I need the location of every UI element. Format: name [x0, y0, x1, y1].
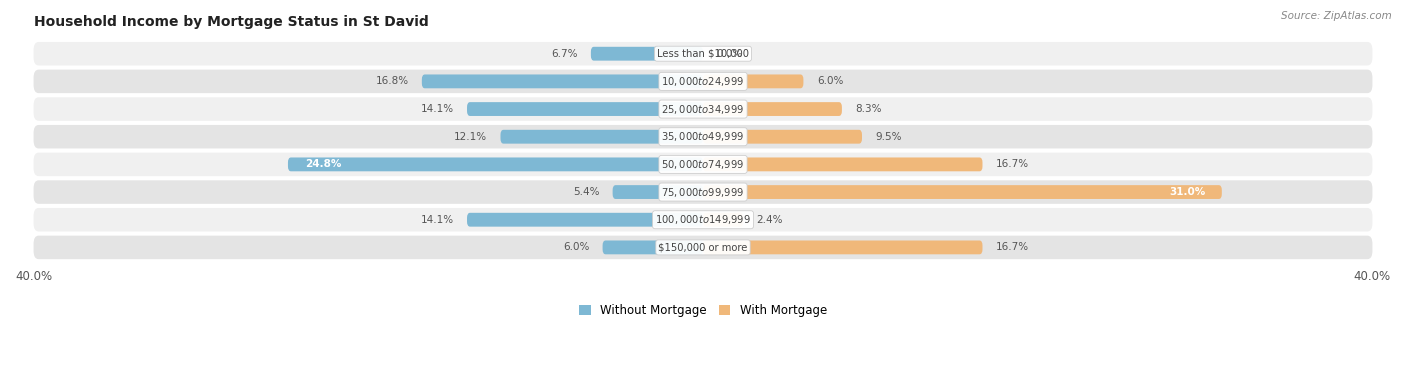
Text: $35,000 to $49,999: $35,000 to $49,999 [661, 130, 745, 143]
FancyBboxPatch shape [34, 180, 1372, 204]
Text: 12.1%: 12.1% [454, 132, 486, 142]
Text: 31.0%: 31.0% [1168, 187, 1205, 197]
Text: 16.7%: 16.7% [995, 159, 1029, 169]
FancyBboxPatch shape [703, 213, 744, 227]
Text: $150,000 or more: $150,000 or more [658, 242, 748, 252]
FancyBboxPatch shape [613, 185, 703, 199]
Text: $25,000 to $34,999: $25,000 to $34,999 [661, 103, 745, 116]
Text: 2.4%: 2.4% [756, 215, 783, 225]
Text: Less than $10,000: Less than $10,000 [657, 49, 749, 59]
FancyBboxPatch shape [34, 97, 1372, 121]
FancyBboxPatch shape [34, 153, 1372, 176]
Text: 16.7%: 16.7% [995, 242, 1029, 252]
FancyBboxPatch shape [703, 130, 862, 144]
FancyBboxPatch shape [703, 75, 803, 88]
FancyBboxPatch shape [703, 158, 983, 171]
Text: 6.0%: 6.0% [562, 242, 589, 252]
Text: 0.0%: 0.0% [717, 49, 742, 59]
Text: $10,000 to $24,999: $10,000 to $24,999 [661, 75, 745, 88]
FancyBboxPatch shape [703, 241, 983, 254]
FancyBboxPatch shape [34, 236, 1372, 259]
Text: $75,000 to $99,999: $75,000 to $99,999 [661, 185, 745, 199]
FancyBboxPatch shape [703, 185, 1222, 199]
FancyBboxPatch shape [603, 241, 703, 254]
FancyBboxPatch shape [501, 130, 703, 144]
Text: 14.1%: 14.1% [420, 215, 454, 225]
FancyBboxPatch shape [34, 208, 1372, 231]
Text: $100,000 to $149,999: $100,000 to $149,999 [655, 213, 751, 226]
FancyBboxPatch shape [591, 47, 703, 61]
Text: 16.8%: 16.8% [375, 77, 409, 86]
Text: 9.5%: 9.5% [876, 132, 901, 142]
Text: 24.8%: 24.8% [305, 159, 342, 169]
Text: 5.4%: 5.4% [572, 187, 599, 197]
Text: 8.3%: 8.3% [855, 104, 882, 114]
FancyBboxPatch shape [422, 75, 703, 88]
FancyBboxPatch shape [34, 125, 1372, 149]
Text: $50,000 to $74,999: $50,000 to $74,999 [661, 158, 745, 171]
Text: Source: ZipAtlas.com: Source: ZipAtlas.com [1281, 11, 1392, 21]
Text: Household Income by Mortgage Status in St David: Household Income by Mortgage Status in S… [34, 15, 429, 29]
FancyBboxPatch shape [467, 213, 703, 227]
FancyBboxPatch shape [288, 158, 703, 171]
Text: 6.0%: 6.0% [817, 77, 844, 86]
Legend: Without Mortgage, With Mortgage: Without Mortgage, With Mortgage [574, 299, 832, 322]
Text: 6.7%: 6.7% [551, 49, 578, 59]
FancyBboxPatch shape [34, 70, 1372, 93]
Text: 14.1%: 14.1% [420, 104, 454, 114]
FancyBboxPatch shape [703, 102, 842, 116]
FancyBboxPatch shape [34, 42, 1372, 66]
FancyBboxPatch shape [467, 102, 703, 116]
